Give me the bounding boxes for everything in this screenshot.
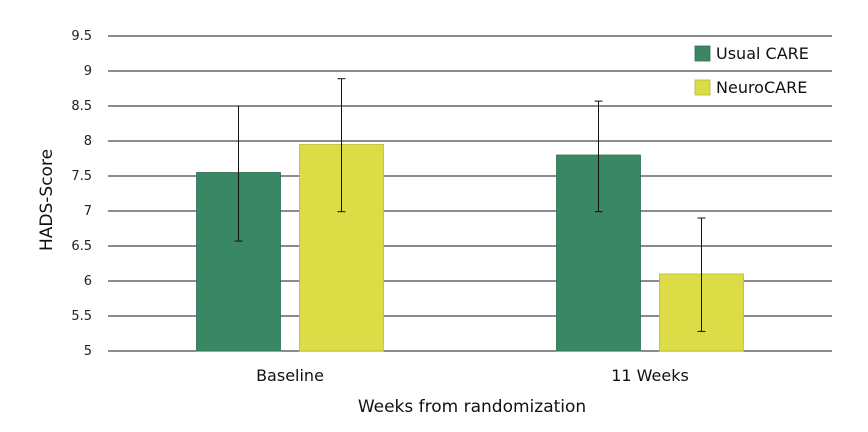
y-tick-label: 6.5 — [71, 239, 92, 254]
y-tick-label: 9 — [84, 64, 92, 79]
x-category-label: 11 Weeks — [611, 366, 689, 385]
y-tick-label: 5.5 — [71, 309, 92, 324]
x-axis-title: Weeks from randomization — [358, 397, 586, 417]
y-tick-label: 7.5 — [71, 169, 92, 184]
y-tick-label: 9.5 — [71, 29, 92, 44]
legend-swatch — [694, 45, 711, 62]
y-tick-label: 5 — [84, 344, 92, 359]
y-tick-label: 6 — [84, 274, 92, 289]
bars — [196, 144, 744, 352]
legend-label: Usual CARE — [716, 44, 809, 63]
legend-label: NeuroCARE — [716, 78, 807, 97]
legend-swatch — [694, 79, 711, 96]
x-axis-categories: Baseline 11 Weeks — [256, 366, 689, 385]
y-axis-title: HADS-Score — [37, 149, 57, 251]
legend: Usual CARE NeuroCARE — [694, 44, 809, 97]
y-tick-label: 7 — [84, 204, 92, 219]
x-category-label: Baseline — [256, 366, 324, 385]
y-tick-label: 8.5 — [71, 99, 92, 114]
y-tick-label: 8 — [84, 134, 92, 149]
error-bars — [234, 78, 706, 332]
y-axis-ticks: 5 5.5 6 6.5 7 7.5 8 8.5 9 9.5 — [71, 29, 92, 359]
